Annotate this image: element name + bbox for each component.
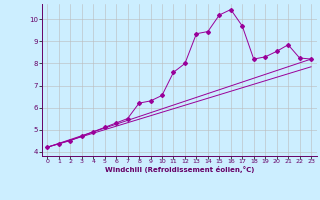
X-axis label: Windchill (Refroidissement éolien,°C): Windchill (Refroidissement éolien,°C)	[105, 166, 254, 173]
